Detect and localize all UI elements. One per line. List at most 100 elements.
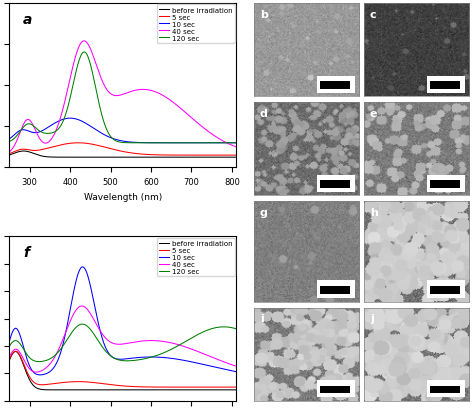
40 sec [183,111,189,116]
Bar [427,280,465,298]
before irradiation [107,387,112,392]
X-axis label: Wavelength (nm): Wavelength (nm) [83,192,162,201]
10 sec [233,141,239,146]
Line: before irradiation: before irradiation [9,352,236,390]
5 sec [233,153,239,158]
40 sec [107,339,112,344]
10 sec [30,130,36,135]
before irradiation [188,155,193,160]
before irradiation [183,155,189,160]
120 sec [80,322,85,327]
Legend: before irradiation, 5 sec, 10 sec, 40 sec, 120 sec: before irradiation, 5 sec, 10 sec, 40 se… [156,238,235,276]
Line: 120 sec: 120 sec [9,324,236,362]
120 sec [7,139,12,144]
before irradiation [233,155,239,160]
Bar [430,181,460,189]
before irradiation [30,382,36,387]
10 sec [30,369,36,374]
before irradiation [188,387,193,392]
before irradiation [13,349,18,354]
120 sec [183,141,189,146]
5 sec [183,385,189,390]
40 sec [163,339,168,344]
Text: i: i [260,313,264,324]
10 sec [188,141,193,146]
40 sec [163,95,168,100]
before irradiation [233,387,239,392]
before irradiation [163,155,168,160]
before irradiation [99,387,104,392]
Bar [320,82,350,90]
10 sec [7,137,12,142]
40 sec [99,77,104,82]
Text: d: d [260,108,268,118]
5 sec [107,382,112,387]
5 sec [188,385,193,390]
Line: 40 sec: 40 sec [9,42,236,152]
40 sec [188,115,193,120]
120 sec [183,339,189,344]
5 sec [188,153,193,158]
120 sec [30,358,36,363]
Bar [317,76,355,93]
before irradiation [99,155,104,160]
Text: g: g [260,208,268,218]
Bar [430,286,460,294]
40 sec [79,304,85,309]
10 sec [233,369,239,374]
10 sec [80,265,85,270]
Bar [317,280,355,298]
5 sec [163,385,168,390]
10 sec [37,373,43,378]
Bar [427,380,465,397]
before irradiation [163,387,168,392]
120 sec [233,141,239,146]
5 sec [163,153,168,158]
120 sec [82,50,87,55]
40 sec [33,370,39,375]
Text: f: f [23,245,29,260]
5 sec [30,379,36,384]
5 sec [233,385,239,390]
5 sec [7,357,12,362]
40 sec [7,354,12,359]
before irradiation [7,357,12,362]
Line: 10 sec: 10 sec [9,267,236,375]
10 sec [7,339,12,344]
10 sec [183,141,189,146]
120 sec [7,344,12,348]
10 sec [183,358,189,363]
Text: b: b [260,10,268,20]
40 sec [30,369,36,374]
Text: h: h [370,208,378,218]
10 sec [99,131,104,136]
10 sec [67,117,73,121]
40 sec [188,346,193,351]
before irradiation [7,153,12,158]
40 sec [99,330,104,335]
5 sec [7,152,12,157]
Bar [320,181,350,189]
Line: 40 sec: 40 sec [9,306,236,372]
Text: e: e [370,108,377,118]
before irradiation [107,155,112,160]
40 sec [81,39,87,44]
5 sec [183,153,189,158]
Bar [320,286,350,294]
120 sec [163,141,168,146]
120 sec [99,111,104,116]
before irradiation [21,149,27,154]
40 sec [233,364,239,369]
40 sec [107,91,112,96]
40 sec [183,345,189,350]
120 sec [188,141,193,146]
Bar [317,175,355,192]
10 sec [163,355,168,360]
10 sec [107,352,112,357]
before irradiation [183,387,189,392]
120 sec [182,141,188,146]
before irradiation [30,151,36,156]
Bar [317,380,355,397]
120 sec [188,336,193,341]
Line: 5 sec: 5 sec [9,351,236,387]
